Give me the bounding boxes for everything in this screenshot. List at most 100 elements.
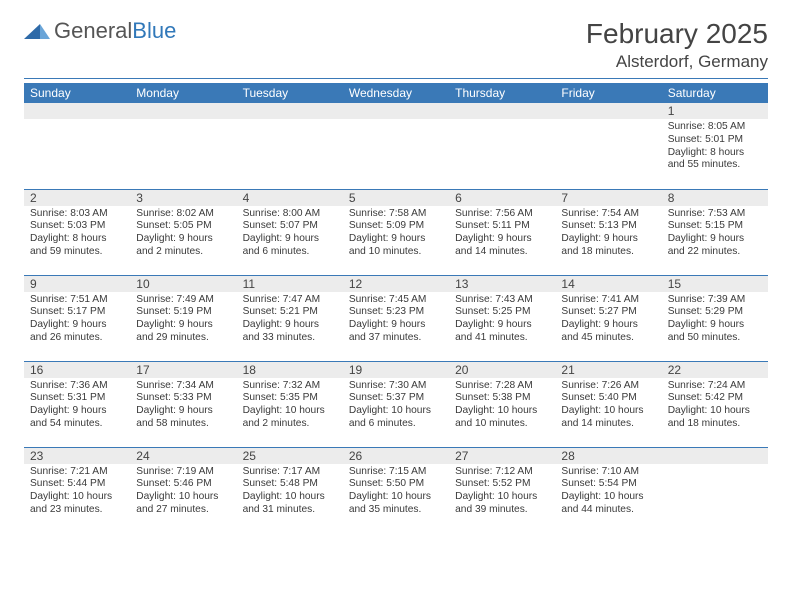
day-number: 9: [24, 276, 130, 292]
calendar-cell: 7Sunrise: 7:54 AMSunset: 5:13 PMDaylight…: [555, 189, 661, 275]
sunset-line: Sunset: 5:42 PM: [668, 392, 762, 405]
sunset-line: Sunset: 5:13 PM: [561, 220, 655, 233]
weekday-header: Tuesday: [237, 83, 343, 103]
calendar-cell: 16Sunrise: 7:36 AMSunset: 5:31 PMDayligh…: [24, 361, 130, 447]
calendar-cell: 8Sunrise: 7:53 AMSunset: 5:15 PMDaylight…: [662, 189, 768, 275]
calendar-cell: 21Sunrise: 7:26 AMSunset: 5:40 PMDayligh…: [555, 361, 661, 447]
calendar-cell: 15Sunrise: 7:39 AMSunset: 5:29 PMDayligh…: [662, 275, 768, 361]
day-number: 20: [449, 362, 555, 378]
daylight-line: Daylight: 9 hours and 29 minutes.: [136, 319, 230, 345]
day-number: 26: [343, 448, 449, 464]
day-number-bar: [662, 448, 768, 464]
weekday-header: Wednesday: [343, 83, 449, 103]
day-number: 1: [662, 103, 768, 119]
daylight-line: Daylight: 10 hours and 6 minutes.: [349, 405, 443, 431]
calendar-cell: 27Sunrise: 7:12 AMSunset: 5:52 PMDayligh…: [449, 447, 555, 533]
sunset-line: Sunset: 5:15 PM: [668, 220, 762, 233]
sunset-line: Sunset: 5:25 PM: [455, 306, 549, 319]
sunrise-line: Sunrise: 7:51 AM: [30, 294, 124, 307]
day-details: Sunrise: 7:15 AMSunset: 5:50 PMDaylight:…: [343, 464, 449, 521]
day-details: Sunrise: 7:19 AMSunset: 5:46 PMDaylight:…: [130, 464, 236, 521]
calendar-cell: 22Sunrise: 7:24 AMSunset: 5:42 PMDayligh…: [662, 361, 768, 447]
day-details: Sunrise: 7:30 AMSunset: 5:37 PMDaylight:…: [343, 378, 449, 435]
calendar-cell: [555, 103, 661, 189]
calendar-cell: [449, 103, 555, 189]
day-number-bar: [130, 103, 236, 119]
weekday-header-row: Sunday Monday Tuesday Wednesday Thursday…: [24, 83, 768, 103]
calendar-cell: 5Sunrise: 7:58 AMSunset: 5:09 PMDaylight…: [343, 189, 449, 275]
day-number: 5: [343, 190, 449, 206]
sunset-line: Sunset: 5:01 PM: [668, 134, 762, 147]
day-number-bar: [343, 103, 449, 119]
sunrise-line: Sunrise: 7:53 AM: [668, 208, 762, 221]
calendar-cell: 13 Sunrise: 7:43 AMSunset: 5:25 PMDayligh…: [449, 275, 555, 361]
sunrise-line: Sunrise: 8:05 AM: [668, 121, 762, 134]
calendar-cell: 24Sunrise: 7:19 AMSunset: 5:46 PMDayligh…: [130, 447, 236, 533]
day-details: Sunrise: 7:51 AMSunset: 5:17 PMDaylight:…: [24, 292, 130, 349]
sunset-line: Sunset: 5:11 PM: [455, 220, 549, 233]
day-details: Sunrise: 7:21 AMSunset: 5:44 PMDaylight:…: [24, 464, 130, 521]
day-details: Sunrise: 7:53 AMSunset: 5:15 PMDaylight:…: [662, 206, 768, 263]
sunset-line: Sunset: 5:50 PM: [349, 478, 443, 491]
logo-part1: General: [54, 18, 132, 43]
day-details: Sunrise: 7:54 AMSunset: 5:13 PMDaylight:…: [555, 206, 661, 263]
daylight-line: Daylight: 9 hours and 33 minutes.: [243, 319, 337, 345]
sunrise-line: Sunrise: 7:58 AM: [349, 208, 443, 221]
day-number: 24: [130, 448, 236, 464]
day-number: 11: [237, 276, 343, 292]
daylight-line: Daylight: 9 hours and 45 minutes.: [561, 319, 655, 345]
calendar-cell: 1Sunrise: 8:05 AMSunset: 5:01 PMDaylight…: [662, 103, 768, 189]
day-details: Sunrise: 8:00 AMSunset: 5:07 PMDaylight:…: [237, 206, 343, 263]
day-number: 16: [24, 362, 130, 378]
sunrise-line: Sunrise: 7:24 AM: [668, 380, 762, 393]
sunset-line: Sunset: 5:48 PM: [243, 478, 337, 491]
daylight-line: Daylight: 9 hours and 6 minutes.: [243, 233, 337, 259]
daylight-line: Daylight: 9 hours and 10 minutes.: [349, 233, 443, 259]
sunset-line: Sunset: 5:54 PM: [561, 478, 655, 491]
day-number: 12: [343, 276, 449, 292]
day-number: 23: [24, 448, 130, 464]
sunset-line: Sunset: 5:44 PM: [30, 478, 124, 491]
day-number: 21: [555, 362, 661, 378]
sunset-line: Sunset: 5:17 PM: [30, 306, 124, 319]
weekday-header: Monday: [130, 83, 236, 103]
sunrise-line: Sunrise: 7:28 AM: [455, 380, 549, 393]
sunrise-line: Sunrise: 7:12 AM: [455, 466, 549, 479]
sunset-line: Sunset: 5:21 PM: [243, 306, 337, 319]
day-details: Sunrise: 7:17 AMSunset: 5:48 PMDaylight:…: [237, 464, 343, 521]
sunrise-line: Sunrise: 7:43 AM: [455, 294, 549, 307]
daylight-line: Daylight: 10 hours and 2 minutes.: [243, 405, 337, 431]
sunrise-line: Sunrise: 7:32 AM: [243, 380, 337, 393]
calendar-cell: [343, 103, 449, 189]
calendar-cell: 3Sunrise: 8:02 AMSunset: 5:05 PMDaylight…: [130, 189, 236, 275]
day-number: 27: [449, 448, 555, 464]
weekday-header: Friday: [555, 83, 661, 103]
day-details: Sunrise: 7:49 AMSunset: 5:19 PMDaylight:…: [130, 292, 236, 349]
daylight-line: Daylight: 10 hours and 27 minutes.: [136, 491, 230, 517]
day-number: 13: [449, 276, 555, 292]
sunrise-line: Sunrise: 8:00 AM: [243, 208, 337, 221]
daylight-line: Daylight: 10 hours and 18 minutes.: [668, 405, 762, 431]
sunrise-line: Sunrise: 7:36 AM: [30, 380, 124, 393]
sunrise-line: Sunrise: 7:56 AM: [455, 208, 549, 221]
calendar-week-row: 9Sunrise: 7:51 AMSunset: 5:17 PMDaylight…: [24, 275, 768, 361]
sunrise-line: Sunrise: 7:15 AM: [349, 466, 443, 479]
daylight-line: Daylight: 9 hours and 37 minutes.: [349, 319, 443, 345]
daylight-line: Daylight: 8 hours and 59 minutes.: [30, 233, 124, 259]
sunrise-line: Sunrise: 7:34 AM: [136, 380, 230, 393]
sunrise-line: Sunrise: 7:17 AM: [243, 466, 337, 479]
day-number: 4: [237, 190, 343, 206]
sunset-line: Sunset: 5:27 PM: [561, 306, 655, 319]
calendar-cell: 11Sunrise: 7:47 AMSunset: 5:21 PMDayligh…: [237, 275, 343, 361]
daylight-line: Daylight: 9 hours and 41 minutes.: [455, 319, 549, 345]
sunrise-line: Sunrise: 7:41 AM: [561, 294, 655, 307]
weekday-header: Thursday: [449, 83, 555, 103]
sunrise-line: Sunrise: 7:49 AM: [136, 294, 230, 307]
calendar-cell: 26Sunrise: 7:15 AMSunset: 5:50 PMDayligh…: [343, 447, 449, 533]
logo-text: GeneralBlue: [54, 18, 176, 44]
day-details: Sunrise: 8:02 AMSunset: 5:05 PMDaylight:…: [130, 206, 236, 263]
calendar-cell: 20Sunrise: 7:28 AMSunset: 5:38 PMDayligh…: [449, 361, 555, 447]
calendar-week-row: 16Sunrise: 7:36 AMSunset: 5:31 PMDayligh…: [24, 361, 768, 447]
daylight-line: Daylight: 10 hours and 35 minutes.: [349, 491, 443, 517]
logo-icon: [24, 19, 50, 43]
